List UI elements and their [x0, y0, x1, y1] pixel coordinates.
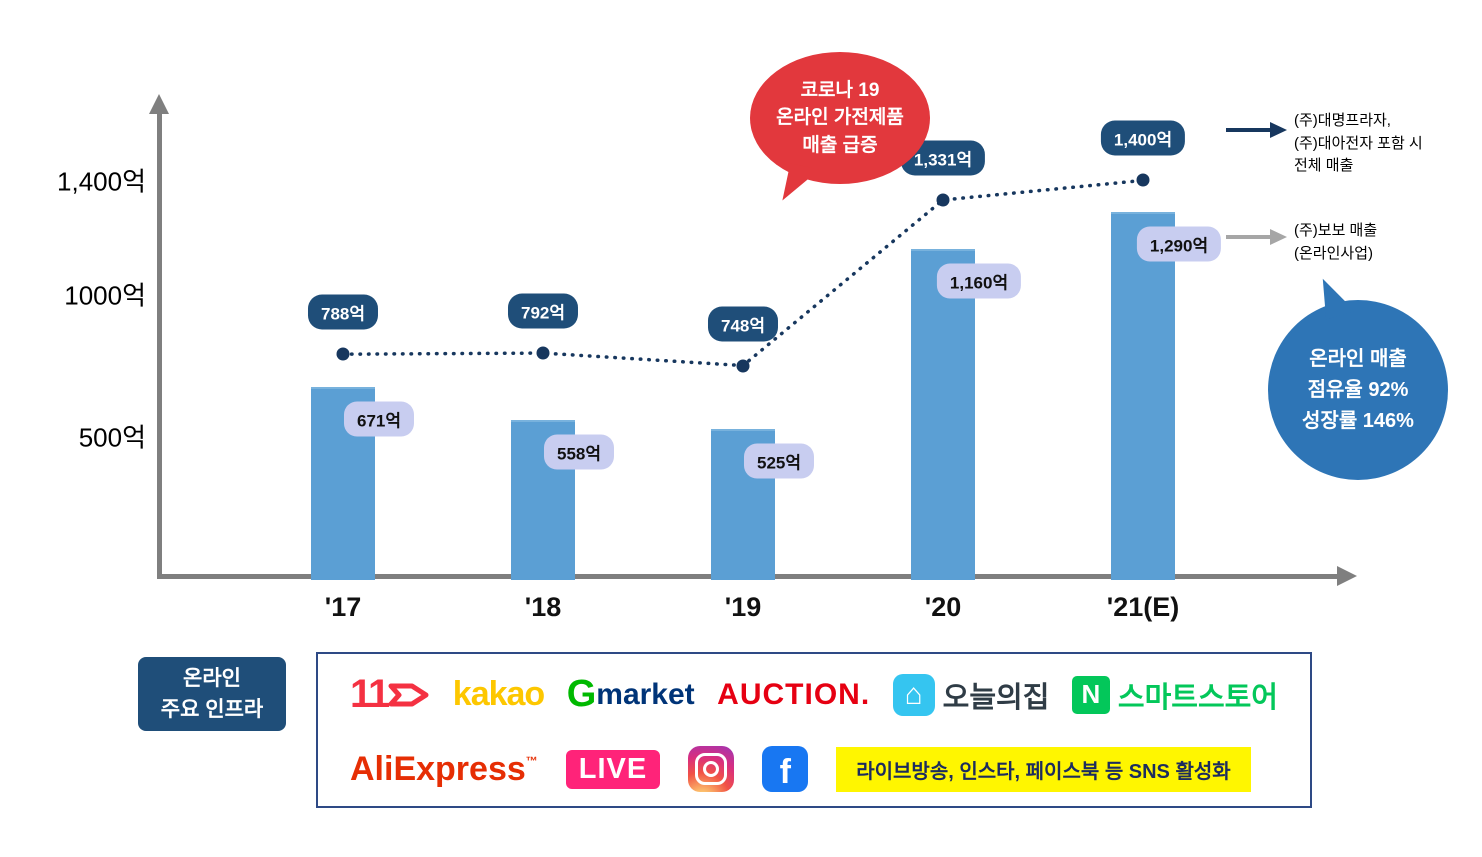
legend-total-line2: (주)대아전자 포함 시: [1294, 134, 1423, 152]
logo-row-1: 11 kakao G market AUCTION. 오늘의집 N 스마트스토어: [350, 672, 1278, 717]
line-point-dot: [536, 346, 550, 360]
kakao-logo: kakao: [452, 675, 545, 713]
sns-banner: 라이브방송, 인스타, 페이스북 등 SNS 활성화: [836, 746, 1251, 792]
bar-value-badge: 558억: [543, 434, 615, 470]
bar-value-badge: 671억: [343, 401, 415, 437]
platform-logos-panel: 11 kakao G market AUCTION. 오늘의집 N 스마트스토어: [316, 652, 1312, 808]
legend-bobo-line2: (온라인사업): [1294, 244, 1373, 262]
sales-bar: [1111, 211, 1175, 580]
covid-callout-line2: 온라인 가전제품: [776, 107, 904, 129]
legend-total-sales: (주)대명프라자, (주)대아전자 포함 시 전체 매출: [1294, 110, 1464, 178]
gmarket-text: market: [596, 677, 695, 711]
aliexpress-text: AliExpress: [350, 749, 526, 788]
gmarket-logo: G market: [567, 673, 695, 716]
x-axis-label: '20: [924, 592, 962, 622]
live-badge: LIVE: [565, 749, 661, 789]
sales-bar: [911, 248, 975, 580]
bar-value-badge: 1,290억: [1136, 226, 1222, 262]
y-tick-label: 1,400억: [57, 166, 146, 197]
line-value-badge: 748억: [707, 306, 779, 342]
facebook-icon: f: [762, 746, 809, 792]
smartstore-text: 스마트스토어: [1117, 681, 1278, 714]
ohouse-logo: 오늘의집: [892, 673, 1050, 716]
trademark-icon: ™: [525, 753, 538, 768]
line-value-badge: 788억: [307, 294, 379, 330]
x-axis-label: '19: [724, 592, 762, 622]
naver-n-icon: N: [1071, 675, 1110, 714]
y-tick-label: 500억: [78, 422, 146, 453]
infra-title: 온라인 주요 인프라: [138, 657, 286, 731]
y-axis-arrowhead-icon: [149, 94, 169, 114]
y-axis: [157, 112, 162, 578]
legend-bobo-sales: (주)보보 매출 (온라인사업): [1294, 220, 1464, 265]
naver-smartstore-logo: N 스마트스토어: [1071, 674, 1278, 716]
y-tick-label: 1000억: [64, 280, 146, 311]
covid-callout-bubble: 코로나 19 온라인 가전제품 매출 급증: [750, 52, 930, 207]
share-bubble-line3: 성장률 146%: [1302, 409, 1414, 432]
share-bubble-line1: 온라인 매출: [1309, 347, 1407, 370]
bubble-tail-icon: [782, 163, 820, 207]
11st-arrow-icon: [388, 683, 429, 706]
11st-logo: 11: [350, 672, 430, 717]
share-bubble-line2: 점유율 92%: [1307, 378, 1409, 401]
house-icon: [892, 673, 935, 716]
auction-logo: AUCTION.: [717, 677, 871, 711]
bar-value-badge: 1,160억: [936, 263, 1022, 299]
infra-title-line2: 주요 인프라: [160, 698, 264, 721]
logo-row-2: AliExpress ™ LIVE f 라이브방송, 인스타, 페이스북 등 S…: [350, 746, 1278, 792]
x-axis-label: '17: [324, 592, 362, 622]
infra-title-line1: 온라인: [183, 666, 241, 690]
bar-value-badge: 525억: [743, 443, 815, 479]
facebook-f: f: [779, 752, 791, 791]
covid-callout-line3: 매출 급증: [802, 134, 878, 156]
line-value-badge: 1,400억: [1100, 120, 1186, 156]
covid-callout-line1: 코로나 19: [800, 79, 880, 101]
gmarket-g: G: [566, 673, 597, 715]
legend-bobo-line1: (주)보보 매출: [1294, 222, 1378, 239]
bubble-tail-icon: [1315, 272, 1355, 320]
aliexpress-logo: AliExpress ™: [350, 750, 538, 789]
line-point-dot: [336, 347, 350, 361]
x-axis-arrowhead-icon: [1337, 566, 1357, 586]
line-point-dot: [736, 359, 750, 373]
online-share-bubble: 온라인 매출 점유율 92% 성장률 146%: [1268, 272, 1448, 480]
line-value-badge: 792억: [507, 293, 579, 329]
11st-logo-text: 11: [350, 672, 390, 716]
total-sales-arrow-icon: [1226, 122, 1287, 138]
x-axis-label: '21(E): [1106, 592, 1180, 622]
ohouse-text: 오늘의집: [942, 681, 1050, 714]
bobo-sales-arrow-icon: [1226, 229, 1287, 245]
line-point-dot: [1136, 173, 1150, 187]
instagram-icon: [688, 746, 735, 792]
x-axis-label: '18: [524, 592, 562, 622]
legend-total-line3: 전체 매출: [1294, 157, 1354, 174]
legend-total-line1: (주)대명프라자,: [1294, 112, 1391, 129]
line-point-dot: [936, 193, 950, 207]
